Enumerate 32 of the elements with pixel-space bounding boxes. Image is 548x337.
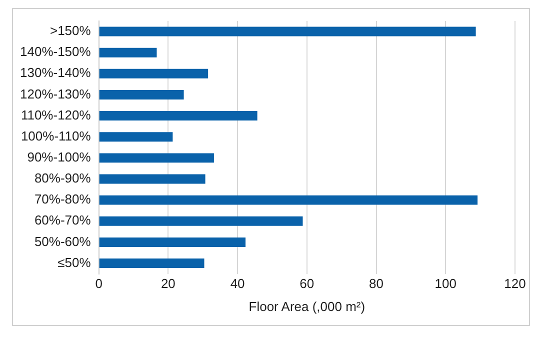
y-tick-label: >150% bbox=[50, 23, 92, 38]
bar bbox=[99, 216, 303, 226]
x-tick-label: 120 bbox=[504, 276, 526, 292]
y-tick-label: 50%-60% bbox=[34, 234, 92, 249]
y-tick-label: 130%-140% bbox=[20, 65, 92, 80]
bar bbox=[99, 132, 173, 142]
bar bbox=[99, 153, 214, 163]
y-tick-label: 90%-100% bbox=[27, 150, 92, 165]
x-tick-label: 80 bbox=[369, 276, 384, 292]
x-axis-title: Floor Area (,000 m²) bbox=[248, 298, 366, 314]
x-tick-label: 20 bbox=[160, 276, 176, 292]
y-tick-label: 100%-110% bbox=[20, 128, 92, 144]
y-tick-label: ≤50% bbox=[58, 254, 92, 270]
bar bbox=[99, 26, 476, 36]
bar bbox=[99, 68, 208, 78]
y-tick-label: 120%-130% bbox=[20, 86, 92, 102]
x-tick-label: 40 bbox=[230, 276, 245, 292]
bar bbox=[99, 48, 157, 58]
y-tick-label: 70%-80% bbox=[34, 192, 92, 207]
bar bbox=[99, 90, 184, 100]
y-tick-label: 80%-90% bbox=[34, 170, 92, 186]
bar bbox=[99, 111, 258, 121]
bar bbox=[99, 258, 204, 268]
y-tick-label: 60%-70% bbox=[34, 212, 92, 228]
x-tick-label: 0 bbox=[95, 276, 102, 292]
bar bbox=[99, 174, 206, 184]
x-tick-label: 100 bbox=[434, 276, 456, 292]
y-tick-label: 110%-120% bbox=[20, 107, 92, 122]
bar bbox=[99, 195, 478, 205]
x-tick-label: 60 bbox=[300, 276, 314, 292]
y-tick-label: 140%-150% bbox=[20, 44, 92, 60]
bar bbox=[99, 237, 246, 247]
